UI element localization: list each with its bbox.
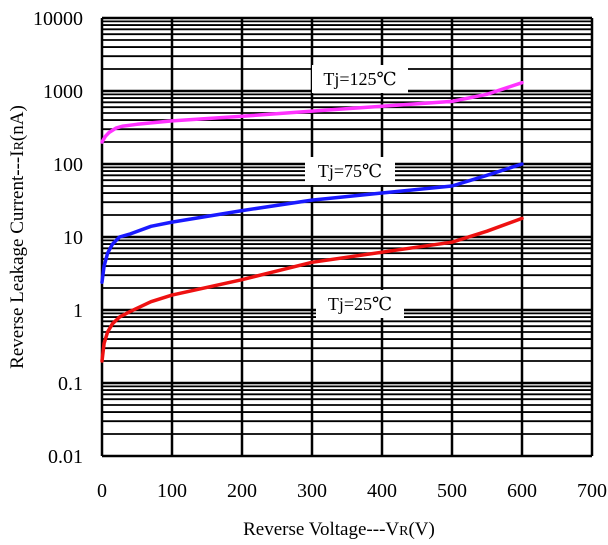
series-label: Tj=25℃: [328, 294, 392, 314]
series-line-2: [100, 216, 524, 363]
x-tick-label: 700: [577, 480, 607, 502]
x-tick-label: 100: [157, 480, 187, 502]
y-tick-label: 100: [53, 154, 83, 176]
series-label-box: [305, 157, 395, 185]
y-axis-label: Reverse Leakage Current---IR(nA): [7, 105, 28, 369]
annotations: Tj=125℃ Tj=75℃ Tj=25℃: [305, 65, 408, 318]
series-lines: [100, 80, 524, 363]
series-label: Tj=75℃: [318, 161, 382, 181]
y-tick-label: 10: [63, 227, 83, 249]
series-line-0: [100, 80, 524, 144]
y-tick-label: 0.1: [58, 373, 83, 395]
series-label-box: [312, 65, 408, 93]
x-tick-label: 0: [97, 480, 107, 502]
y-tick-label: 1: [73, 300, 83, 322]
grid: [100, 16, 594, 458]
series-line-1: [100, 162, 524, 284]
series-label: Tj=125℃: [323, 69, 396, 89]
y-tick-label: 0.01: [48, 446, 83, 468]
y-tick-label: 1000: [43, 81, 83, 103]
x-axis-label: Reverse Voltage---VR(V): [243, 519, 435, 540]
x-tick-label: 300: [297, 480, 327, 502]
tick-labels: 0 100 200 300 400 500 600 700 0.01 0.1 1 10 100 1000 1…: [33, 8, 607, 502]
x-tick-label: 400: [367, 480, 397, 502]
x-tick-label: 200: [227, 480, 257, 502]
y-tick-label: 10000: [33, 8, 83, 30]
x-tick-label: 500: [437, 480, 467, 502]
x-tick-label: 600: [507, 480, 537, 502]
series-label-box: [316, 290, 404, 318]
